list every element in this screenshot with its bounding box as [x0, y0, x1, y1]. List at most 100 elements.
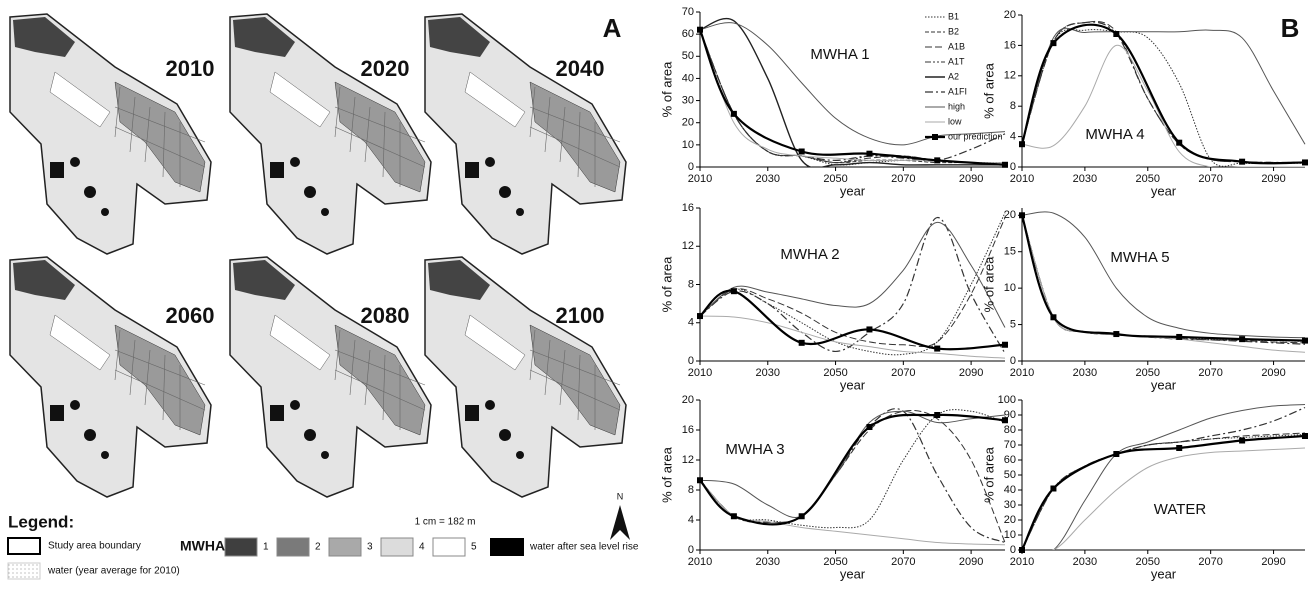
series-line — [700, 410, 1006, 518]
point — [866, 424, 873, 430]
point — [697, 26, 703, 33]
y-tick-label: 10 — [1004, 529, 1016, 541]
x-tick-label: 2070 — [1198, 367, 1222, 379]
plot — [1022, 20, 1306, 167]
x-axis-label: year — [840, 566, 866, 581]
series-line — [700, 29, 1006, 166]
point — [1239, 158, 1246, 165]
x-axis-label: year — [1151, 183, 1177, 198]
series-line — [1022, 44, 1305, 167]
map — [229, 13, 432, 255]
mwha-swatch — [432, 537, 466, 557]
legend-text: 1 — [263, 542, 269, 553]
x-tick-label: 2070 — [891, 173, 915, 185]
plot — [700, 408, 1006, 546]
y-tick-label: 50 — [682, 50, 694, 62]
x-tick-label: 2070 — [891, 367, 915, 379]
plot — [1022, 211, 1306, 353]
legend-label: low — [948, 116, 962, 126]
map-year: 2060 — [166, 303, 215, 328]
x-tick-label: 2030 — [756, 173, 780, 185]
point — [798, 513, 805, 520]
y-axis-label: % of area — [659, 256, 674, 312]
point — [1002, 161, 1008, 168]
y-tick-label: 50 — [1004, 469, 1016, 481]
point — [1050, 485, 1057, 492]
x-tick-label: 2090 — [959, 173, 983, 185]
y-tick-label: 20 — [1004, 9, 1016, 21]
panel-label: A — [603, 13, 622, 43]
y-tick-label: 20 — [1004, 209, 1016, 221]
point — [730, 288, 737, 295]
map-year: 2080 — [361, 303, 410, 328]
map-year: 2040 — [556, 56, 605, 81]
x-tick-label: 2070 — [1198, 556, 1222, 568]
y-tick-label: 0 — [1010, 544, 1016, 556]
chart-annotation: MWHA 2 — [780, 246, 839, 263]
y-tick-label: 10 — [682, 139, 694, 151]
y-tick-label: 16 — [682, 202, 694, 214]
x-tick-label: 2050 — [823, 173, 847, 185]
point — [697, 313, 703, 320]
point — [1113, 451, 1120, 457]
y-tick-label: 20 — [1004, 514, 1016, 526]
map-year: 2020 — [361, 56, 410, 81]
x-tick-label: 2010 — [1010, 173, 1034, 185]
point — [1019, 212, 1025, 219]
series-line — [1022, 215, 1306, 345]
x-tick-label: 2050 — [1136, 556, 1160, 568]
point — [1050, 40, 1057, 47]
series-line — [1022, 434, 1306, 550]
water-swatch — [7, 562, 41, 580]
y-tick-label: 90 — [1004, 409, 1016, 421]
point — [1176, 445, 1183, 451]
x-tick-label: 2010 — [688, 173, 712, 185]
x-tick-label: 2030 — [1073, 367, 1097, 379]
series-line — [1022, 406, 1306, 550]
series-line — [1022, 27, 1306, 145]
y-tick-label: 12 — [682, 454, 694, 466]
plot — [700, 212, 1006, 359]
point — [1050, 314, 1057, 321]
series-line — [1022, 20, 1306, 163]
series-line — [1022, 447, 1306, 550]
x-tick-label: 2010 — [688, 556, 712, 568]
x-tick-label: 2050 — [1136, 173, 1160, 185]
y-tick-label: 12 — [682, 240, 694, 252]
x-tick-label: 2050 — [1136, 367, 1160, 379]
y-tick-label: 0 — [688, 544, 694, 556]
point — [866, 326, 873, 333]
point — [730, 110, 737, 117]
point — [798, 339, 805, 346]
series-line — [1022, 404, 1306, 550]
x-tick-label: 2050 — [823, 556, 847, 568]
y-tick-label: 16 — [1004, 39, 1016, 51]
north-label: N — [617, 491, 624, 501]
series-line — [700, 221, 1006, 328]
y-axis-label: % of area — [981, 62, 996, 118]
y-tick-label: 60 — [1004, 454, 1016, 466]
mwha-swatch — [224, 537, 258, 557]
point — [1002, 417, 1008, 424]
y-tick-label: 8 — [688, 484, 694, 496]
sea-rise-swatch — [490, 538, 524, 556]
y-tick-label: 4 — [1010, 131, 1016, 143]
y-tick-label: 70 — [1004, 439, 1016, 451]
y-tick-label: 0 — [1010, 161, 1016, 173]
plot — [700, 17, 1006, 167]
x-axis-label: year — [840, 377, 866, 392]
legend-label: B2 — [948, 26, 959, 36]
chart-annotation: WATER — [1154, 501, 1207, 518]
plot — [1022, 404, 1306, 550]
legend-label: our prediction — [948, 131, 1003, 141]
map-year: 2010 — [166, 56, 215, 81]
point — [1176, 139, 1183, 146]
y-tick-label: 30 — [682, 94, 694, 106]
chart: 0 5 10 15 20 2010 2030 2050 2070 2090 year % of are… — [981, 208, 1308, 392]
chart-annotation: MWHA 3 — [725, 441, 784, 458]
y-axis-label: % of area — [659, 446, 674, 502]
x-tick-label: 2030 — [756, 367, 780, 379]
chart: 0 4 8 12 16 20 2010 2030 2050 2070 2090 year % of ar… — [981, 9, 1308, 198]
legend-text: MWHA — [180, 538, 225, 554]
